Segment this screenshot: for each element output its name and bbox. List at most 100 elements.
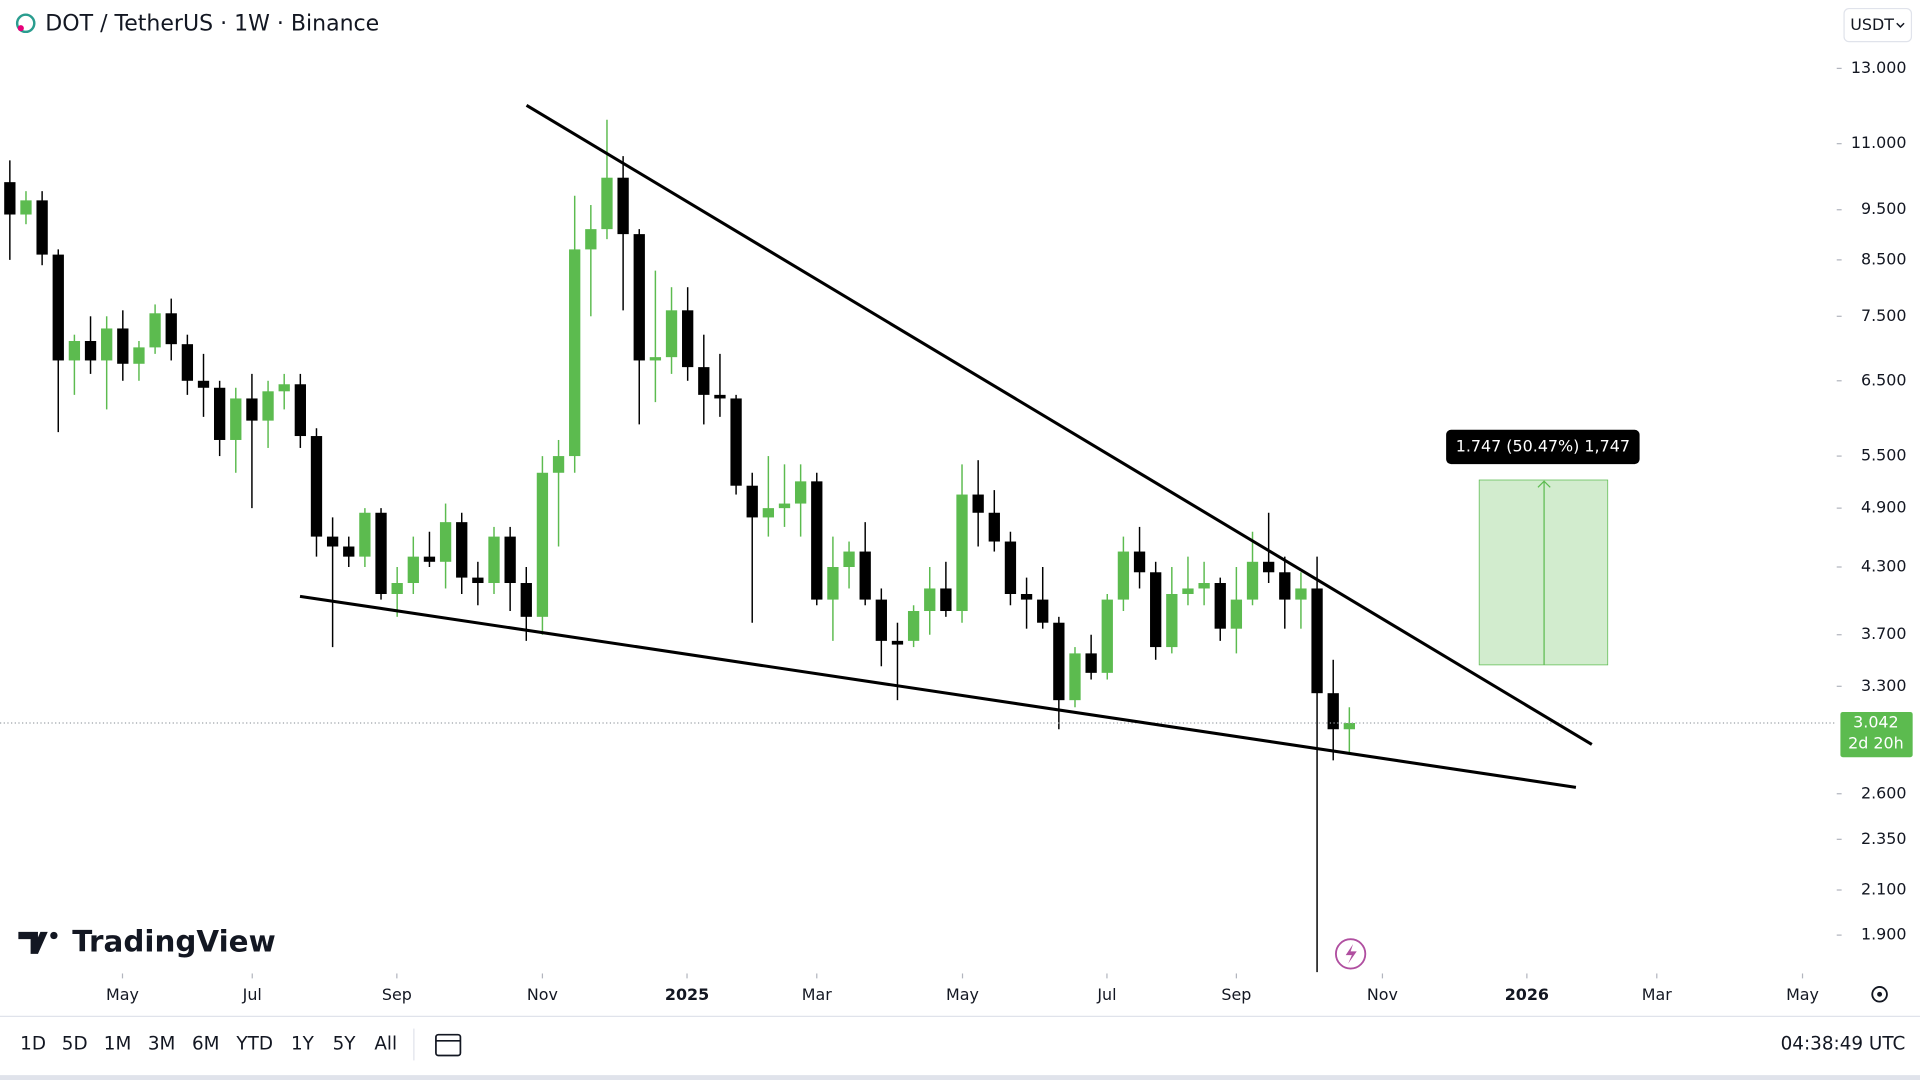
- candle-body: [149, 313, 161, 348]
- brand-logo-dot: [50, 931, 58, 940]
- symbol-title[interactable]: DOT / TetherUS · 1W · Binance: [45, 11, 379, 36]
- candle-body: [746, 485, 758, 518]
- x-tick-label: May: [106, 985, 139, 1004]
- x-tick-label: May: [1786, 985, 1819, 1004]
- currency-label[interactable]: USDT: [1850, 15, 1894, 34]
- candle-body: [343, 546, 355, 557]
- candle-body: [520, 583, 532, 617]
- y-tick-label: 5.500: [1861, 446, 1907, 465]
- candle-body: [859, 551, 871, 600]
- candle-body: [1166, 594, 1178, 648]
- candle-body: [230, 398, 242, 440]
- candle-body: [294, 384, 306, 437]
- brand-name: TradingView: [72, 924, 276, 958]
- date-range-icon[interactable]: [435, 1033, 462, 1057]
- range-button[interactable]: 5Y: [333, 1033, 357, 1054]
- candle-body: [714, 394, 726, 399]
- candle-body: [117, 328, 129, 364]
- measure-arrow-head: [1537, 480, 1551, 488]
- range-button[interactable]: 1M: [104, 1033, 132, 1054]
- settings-icon[interactable]: [1871, 986, 1888, 1003]
- x-tick-label: Mar: [802, 985, 832, 1004]
- candle-body: [101, 328, 113, 361]
- candle-body: [36, 200, 48, 255]
- candle-body: [326, 536, 339, 547]
- candle-body: [682, 310, 694, 368]
- candle-body: [246, 398, 258, 421]
- range-button[interactable]: All: [374, 1033, 397, 1054]
- candle-body: [730, 398, 742, 486]
- candle-body: [278, 384, 290, 392]
- candle-body: [310, 436, 323, 537]
- y-tick-label: 2.350: [1861, 829, 1907, 848]
- range-button[interactable]: YTD: [235, 1033, 273, 1054]
- candle-body: [1020, 594, 1033, 600]
- candle-body: [1295, 588, 1307, 600]
- candle-body: [843, 551, 855, 568]
- candle-body: [165, 313, 177, 345]
- y-tick-label: 2.100: [1861, 880, 1907, 899]
- candle-body: [617, 177, 629, 235]
- axes: 13.000 11.000 9.500 8.500 7.500 6.500 5.500 4.9…: [106, 58, 1913, 1004]
- y-tick-label: 8.500: [1861, 249, 1907, 268]
- lower-trendline[interactable]: [299, 594, 1577, 789]
- candle-body: [423, 556, 436, 562]
- range-button[interactable]: 1Y: [291, 1033, 315, 1054]
- x-tick-label: 2026: [1505, 985, 1549, 1004]
- candle-body: [762, 508, 775, 518]
- candle-body: [569, 249, 581, 457]
- candle-body: [1069, 653, 1081, 701]
- candle-body: [1004, 541, 1017, 595]
- candle-body: [391, 583, 403, 595]
- range-button[interactable]: 6M: [192, 1033, 220, 1054]
- y-tick-label: 11.000: [1851, 133, 1907, 152]
- candle-body: [133, 347, 145, 364]
- y-tick-label: 7.500: [1861, 306, 1907, 325]
- currency-button[interactable]: [1843, 7, 1913, 43]
- candle-body: [940, 588, 952, 612]
- y-tick-label: 13.000: [1851, 58, 1907, 77]
- candle-body: [1198, 583, 1210, 589]
- range-button[interactable]: 3M: [148, 1033, 176, 1054]
- x-tick-label: Mar: [1642, 985, 1672, 1004]
- candle-body: [1085, 653, 1097, 673]
- candle-body: [875, 599, 887, 641]
- upper-trendline[interactable]: [525, 103, 1593, 746]
- candle-body: [1343, 722, 1355, 730]
- candle-body: [972, 494, 984, 513]
- candle-body: [1182, 588, 1194, 595]
- candle-body: [1101, 599, 1113, 673]
- bottom-toolbar: 04:38:49 UTC 1D 5D 1M 3M 6M YTD 1Y 5Y All: [0, 1015, 1920, 1080]
- candle-body: [1053, 622, 1065, 701]
- candle-body: [1037, 599, 1049, 623]
- plot-area: [0, 119, 1837, 973]
- x-tick-label: Sep: [1221, 985, 1251, 1004]
- branding: TradingView: [18, 924, 1888, 1003]
- lightning-icon[interactable]: [1335, 938, 1367, 970]
- candle-body: [1117, 551, 1130, 600]
- currency-caret: [1896, 22, 1905, 28]
- lightning-bolt: [1345, 944, 1357, 964]
- candle-body: [472, 577, 484, 584]
- candle-body: [1214, 583, 1226, 629]
- x-tick-label: Jul: [242, 985, 262, 1004]
- candle-body: [375, 512, 387, 595]
- candle-body: [181, 344, 194, 381]
- candle-body: [649, 357, 662, 361]
- candle-body: [698, 367, 710, 395]
- candle-body: [1133, 551, 1146, 573]
- range-button[interactable]: 1D: [20, 1033, 46, 1054]
- brand-logo: [18, 931, 48, 954]
- candle-body: [262, 391, 274, 421]
- candle-body: [665, 310, 678, 358]
- candle-body: [907, 611, 920, 641]
- candle-body: [488, 536, 500, 584]
- bottom-border: [0, 1075, 1920, 1080]
- range-button[interactable]: 5D: [62, 1033, 88, 1054]
- candle-body: [407, 556, 419, 584]
- settings-icon-center: [1877, 991, 1883, 997]
- measure-label: 1.747 (50.47%) 1,747: [1456, 436, 1630, 455]
- candle-body: [1327, 693, 1339, 730]
